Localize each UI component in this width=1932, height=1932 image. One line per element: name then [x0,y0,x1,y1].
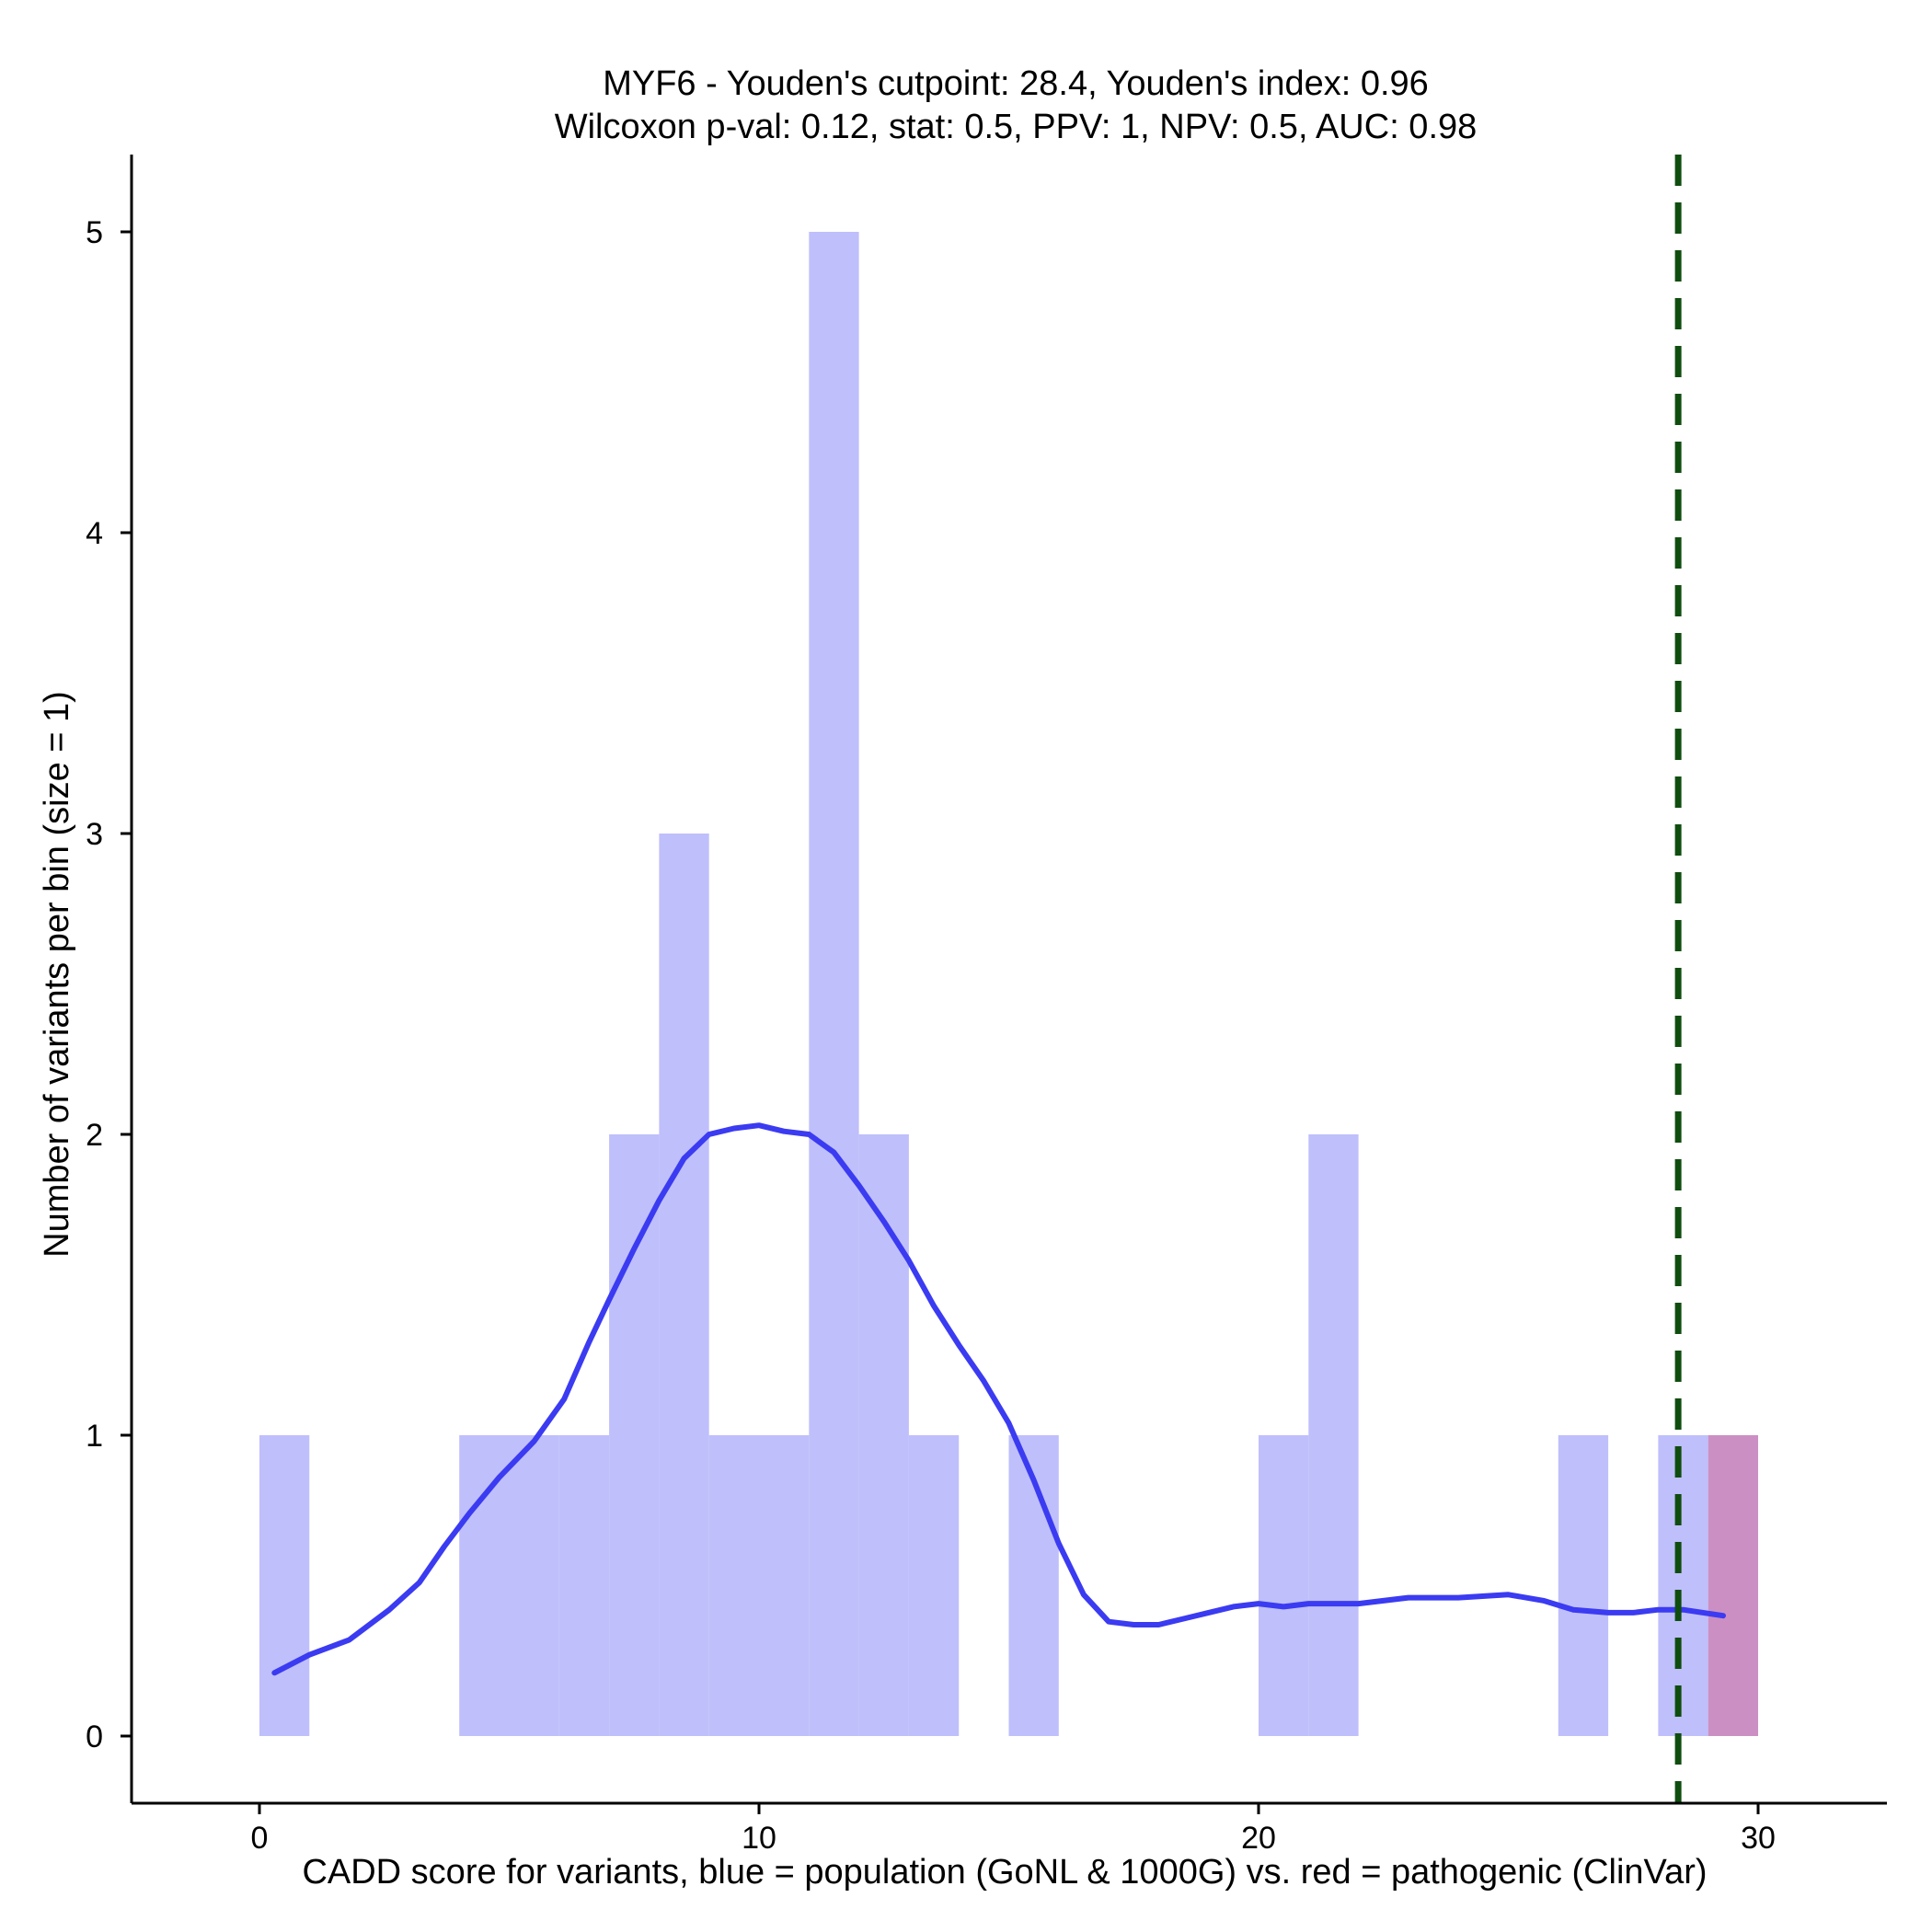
histogram-bar-0-14 [1558,1435,1609,1736]
density-curve-layer [271,1122,1726,1676]
x-axis-label: CADD score for variants, blue = populati… [302,1853,1707,1892]
x-tick-label-0: 0 [251,1821,269,1856]
histogram-bar-0-0 [259,1435,310,1736]
histogram-bar-0-10 [908,1435,960,1736]
histogram-bar-1-0 [1708,1435,1758,1736]
histogram-bar-0-7 [759,1435,810,1736]
histogram-bar-0-6 [708,1435,759,1736]
y-axis-ticks: 0 1 2 3 4 5 [86,215,132,1754]
x-tick-label-10: 10 [742,1821,776,1856]
histogram-bar-0-15 [1658,1435,1708,1736]
histogram-bar-0-4 [609,1134,660,1736]
histogram-bar-0-1 [459,1435,510,1736]
chart-subtitle: Wilcoxon p-val: 0.12, stat: 0.5, PPV: 1,… [555,108,1478,146]
y-axis-label: Number of variants per bin (size = 1) [38,691,76,1258]
x-tick-label-20: 20 [1241,1821,1276,1856]
histogram-bar-0-8 [809,232,859,1736]
histogram-bar-0-2 [509,1435,559,1736]
y-tick-label-1: 1 [86,1419,103,1454]
x-axis-ticks: 0 10 20 30 [251,1803,1776,1856]
y-tick-label-5: 5 [86,215,103,250]
y-tick-label-0: 0 [86,1719,103,1754]
histogram-bar-0-9 [858,1134,909,1736]
x-tick-label-30: 30 [1741,1821,1776,1856]
chart-title: MYF6 - Youden's cutpoint: 28.4, Youden's… [603,64,1429,103]
y-tick-label-4: 4 [86,516,103,551]
histogram-bar-0-13 [1308,1134,1359,1736]
y-tick-label-2: 2 [86,1118,103,1153]
histogram-bars [259,232,1758,1736]
histogram-bar-0-3 [558,1435,610,1736]
y-tick-label-3: 3 [86,817,103,852]
histogram-bar-0-5 [659,834,709,1736]
density-curve [271,1122,1726,1676]
histogram-bar-0-12 [1259,1435,1309,1736]
